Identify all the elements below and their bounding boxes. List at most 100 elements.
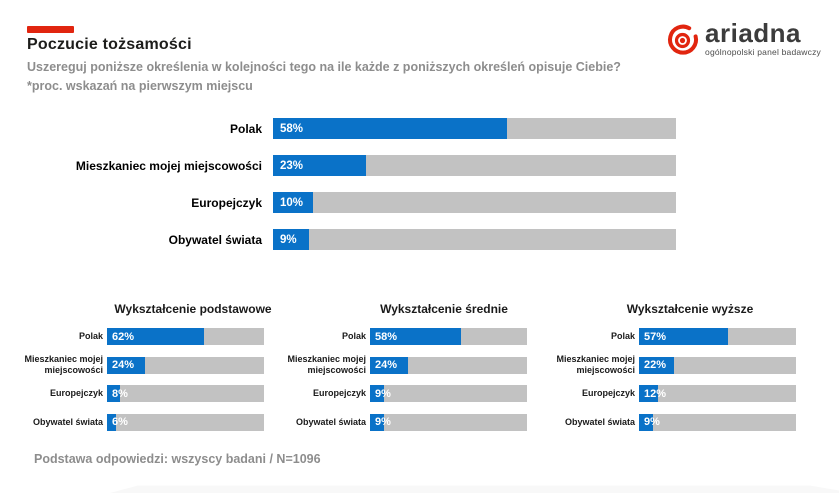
- bar-track: 12%: [639, 385, 796, 402]
- bar-fill: [273, 229, 310, 250]
- bar-value-label: 24%: [375, 359, 398, 371]
- bar-row: Europejczyk 12%: [555, 385, 796, 402]
- bar-value-label: 12%: [644, 387, 667, 400]
- bar-category-label: Europejczyk: [191, 195, 262, 210]
- bar-category-label: Polak: [78, 331, 103, 342]
- sample-base-note: Podstawa odpowiedzi: wszyscy badani / N=…: [34, 452, 321, 466]
- bar-track: 8%: [107, 385, 264, 402]
- bar-fill: [107, 328, 205, 345]
- bar-category-label: Europejczyk: [312, 388, 366, 399]
- bar-value-label: 6%: [112, 416, 128, 428]
- bar-fill: [370, 385, 385, 402]
- bar-fill: [639, 385, 658, 402]
- bar-category-label: Mieszkaniec mojej miejscowości: [75, 158, 262, 173]
- bar-value-label: 58%: [280, 122, 304, 135]
- bar-row: Mieszkaniec mojej miejscowości 24%: [286, 354, 527, 375]
- subtitle-line-2: *proc. wskazań na pierwszym miejscu: [27, 78, 253, 93]
- chart-rows-primary: Polak 62% Mieszkaniec mojej miejscowości 24…: [23, 328, 264, 442]
- bar-value-label: 57%: [644, 330, 667, 343]
- bar-value-label: 23%: [280, 159, 304, 172]
- ariadna-logo: ariadna ogólnopolski panel badawczy: [665, 20, 821, 60]
- bar-row: Polak 57%: [555, 328, 796, 345]
- subtitle-line-1: Uszereguj poniższe określenia w kolejnoś…: [27, 60, 621, 74]
- bar-category-label: Obywatel świata: [168, 232, 262, 247]
- bar-category-label: Mieszkaniec mojej miejscowości: [287, 354, 366, 375]
- bar-track: 24%: [370, 356, 527, 374]
- bar-track: 58%: [370, 328, 527, 345]
- logo-brand-name: ariadna: [705, 18, 802, 48]
- bar-fill: [639, 356, 674, 374]
- bar-row: Mieszkaniec mojej miejscowości 23%: [27, 155, 676, 176]
- bar-track: 9%: [370, 413, 527, 431]
- bar-row: Obywatel świata 9%: [555, 413, 796, 431]
- bar-row: Polak 58%: [286, 328, 527, 345]
- bar-value-label: 10%: [280, 196, 304, 209]
- bar-track: 9%: [639, 413, 796, 431]
- bar-category-label: Polak: [610, 331, 635, 342]
- bar-track: 9%: [370, 385, 527, 402]
- logo-tagline: ogólnopolski panel badawczy: [705, 47, 821, 57]
- bar-track: 9%: [273, 229, 676, 250]
- bar-fill: [639, 413, 654, 431]
- bar-fill: [273, 192, 314, 213]
- bar-track: 58%: [273, 118, 676, 139]
- bar-category-label: Polak: [229, 121, 262, 136]
- bar-category-label: Mieszkaniec mojej miejscowości: [24, 354, 103, 375]
- chart-rows-higher: Polak 57% Mieszkaniec mojej miejscowości 22…: [555, 328, 796, 442]
- bar-category-label: Polak: [341, 331, 366, 342]
- bar-value-label: 8%: [112, 387, 128, 400]
- bar-category-label: Obywatel świata: [295, 416, 366, 427]
- bar-fill: [107, 385, 120, 402]
- bar-track: 57%: [639, 328, 796, 345]
- bar-value-label: 24%: [112, 359, 135, 371]
- bar-fill: [107, 413, 117, 431]
- chart-title-higher: Wykształcenie wyższe: [626, 302, 754, 316]
- bar-fill: [370, 356, 408, 374]
- main-chart-rows: Polak 58% Mieszkaniec mojej miejscowości 23…: [27, 118, 676, 250]
- decorative-bottom-band: [110, 485, 839, 493]
- bar-category-label: Mieszkaniec mojej miejscowości: [556, 354, 635, 375]
- bar-category-label: Obywatel świata: [32, 416, 103, 427]
- bar-fill: [273, 155, 366, 176]
- bar-row: Polak 58%: [27, 118, 676, 139]
- bar-row: Obywatel świata 9%: [27, 229, 676, 250]
- bar-fill: [370, 328, 462, 345]
- bar-value-label: 9%: [375, 387, 391, 400]
- bar-track: 62%: [107, 328, 264, 345]
- bar-row: Obywatel świata 9%: [286, 413, 527, 431]
- bar-row: Obywatel świata 6%: [23, 413, 264, 431]
- bar-row: Europejczyk 8%: [23, 385, 264, 402]
- bar-value-label: 62%: [112, 330, 135, 343]
- bar-fill: [107, 356, 145, 374]
- chart-rows-secondary: Polak 58% Mieszkaniec mojej miejscowości 24…: [286, 328, 527, 442]
- bar-category-label: Europejczyk: [49, 388, 103, 399]
- bar-track: 24%: [107, 356, 264, 374]
- bar-track: 6%: [107, 413, 264, 431]
- chart-title-primary: Wykształcenie podstawowe: [114, 302, 272, 316]
- bar-fill: [370, 413, 385, 431]
- bar-value-label: 9%: [280, 233, 297, 246]
- bar-row: Polak 62%: [23, 328, 264, 345]
- logo-text-column: ariadna ogólnopolski panel badawczy: [705, 20, 821, 57]
- bar-category-label: Obywatel świata: [564, 416, 635, 427]
- bar-row: Europejczyk 9%: [286, 385, 527, 402]
- page-subtitle: Uszereguj poniższe określenia w kolejnoś…: [27, 58, 621, 95]
- ariadna-spiral-icon: [668, 24, 699, 55]
- chart-title-secondary: Wykształcenie średnie: [380, 302, 508, 316]
- bar-value-label: 58%: [375, 330, 398, 343]
- main-identity-chart: Polak 58% Mieszkaniec mojej miejscowości 23…: [27, 118, 676, 266]
- accent-bar: [27, 26, 74, 33]
- bar-category-label: Europejczyk: [581, 388, 635, 399]
- bar-track: 10%: [273, 192, 676, 213]
- bar-row: Mieszkaniec mojej miejscowości 24%: [23, 354, 264, 375]
- bar-value-label: 9%: [644, 416, 660, 428]
- bar-track: 22%: [639, 356, 796, 374]
- bar-row: Mieszkaniec mojej miejscowości 22%: [555, 354, 796, 375]
- bar-track: 23%: [273, 155, 676, 176]
- bar-value-label: 9%: [375, 416, 391, 428]
- bar-row: Europejczyk 10%: [27, 192, 676, 213]
- bar-fill: [639, 328, 729, 345]
- page-title: Poczucie tożsamości: [27, 36, 192, 53]
- bar-value-label: 22%: [644, 359, 667, 371]
- bar-fill: [273, 118, 507, 139]
